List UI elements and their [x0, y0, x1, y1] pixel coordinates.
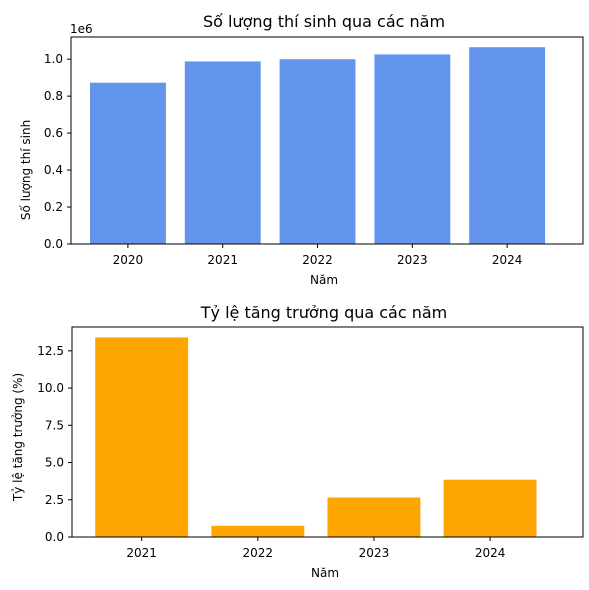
x-tick-label: 2022 [302, 253, 333, 267]
x-axis-label: Năm [311, 566, 339, 580]
bar-2024 [469, 47, 546, 245]
y-tick-label: 0.2 [44, 200, 63, 214]
bar-2021 [95, 337, 189, 537]
bar-2023 [327, 497, 421, 537]
x-tick-label: 2023 [359, 546, 390, 560]
y-tick-label: 0.0 [44, 237, 63, 251]
y-tick-label: 0.4 [44, 163, 63, 177]
population-chart: Số lượng thí sinh qua các năm 1e6 Số lượ… [19, 12, 584, 287]
bar-2020 [90, 82, 166, 244]
growth-chart: Tỷ lệ tăng trưởng qua các năm Tỷ lệ tăng… [11, 303, 584, 580]
y-tick-label: 0.8 [44, 89, 63, 103]
plot-frame [70, 36, 584, 245]
y-tick-label: 2.5 [45, 493, 64, 507]
bars [95, 337, 537, 537]
x-tick-label: 2021 [207, 253, 238, 267]
bar-2022 [279, 59, 356, 245]
y-ticks: 0.0 0.2 0.4 0.6 0.8 1.0 [44, 52, 71, 251]
x-ticks: 2021 2022 2023 2024 [126, 537, 505, 560]
chart-title: Tỷ lệ tăng trưởng qua các năm [200, 303, 448, 322]
bar-2024 [443, 479, 537, 537]
bar-2022 [211, 525, 305, 537]
y-offset-label: 1e6 [70, 22, 93, 36]
plot-frame [71, 326, 584, 538]
bar-2021 [184, 61, 261, 245]
x-ticks: 2020 2021 2022 2023 2024 [113, 244, 523, 267]
chart-title: Số lượng thí sinh qua các năm [203, 12, 445, 31]
x-tick-label: 2024 [492, 253, 523, 267]
y-tick-label: 7.5 [45, 418, 64, 432]
y-tick-label: 12.5 [37, 344, 64, 358]
y-axis-label: Tỷ lệ tăng trưởng (%) [11, 373, 25, 502]
bar-2023 [374, 54, 451, 245]
y-tick-label: 0.6 [44, 126, 63, 140]
x-tick-label: 2024 [475, 546, 506, 560]
y-tick-label: 1.0 [44, 52, 63, 66]
x-tick-label: 2020 [113, 253, 144, 267]
y-tick-label: 5.0 [45, 456, 64, 470]
x-axis-label: Năm [310, 273, 338, 287]
bars [90, 47, 546, 245]
x-tick-label: 2023 [397, 253, 428, 267]
y-tick-label: 10.0 [37, 381, 64, 395]
y-ticks: 0.0 2.5 5.0 7.5 10.0 12.5 [37, 344, 72, 544]
y-axis-label: Số lượng thí sinh [19, 120, 33, 220]
y-tick-label: 0.0 [45, 530, 64, 544]
x-tick-label: 2021 [126, 546, 157, 560]
x-tick-label: 2022 [243, 546, 274, 560]
